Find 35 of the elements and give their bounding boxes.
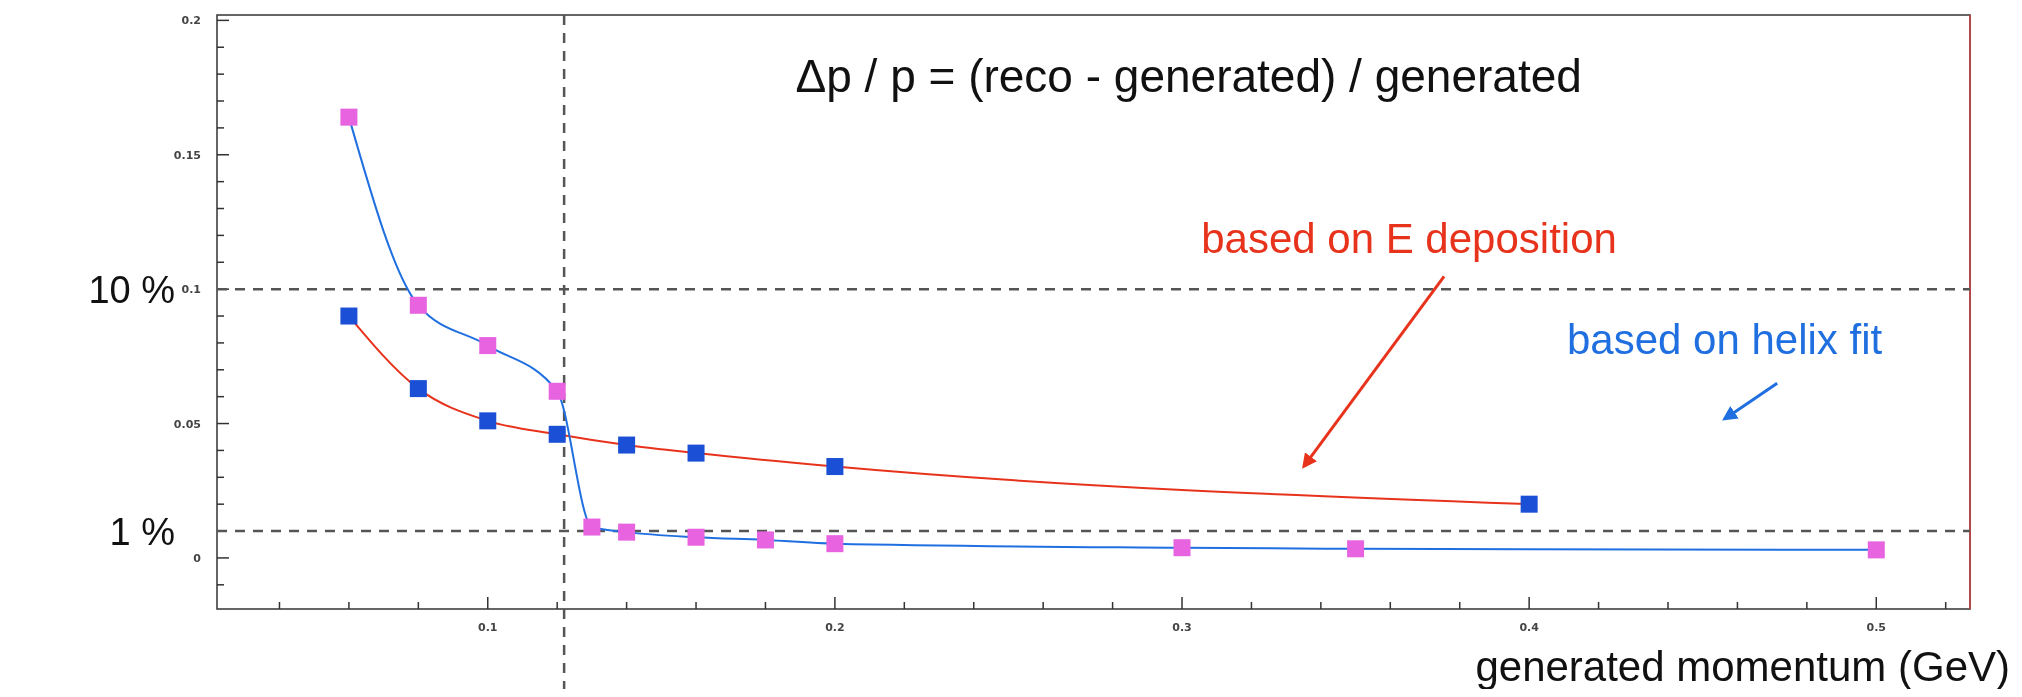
text: based on helix fit bbox=[1566, 315, 1883, 363]
point bbox=[1867, 541, 1885, 559]
ref-line-label: 1 % bbox=[109, 511, 175, 554]
point bbox=[1347, 540, 1365, 558]
point bbox=[409, 296, 427, 314]
point bbox=[409, 380, 427, 398]
text: based on E deposition bbox=[1201, 214, 1617, 262]
point bbox=[826, 535, 844, 553]
y-tick-label: 0.2 bbox=[181, 14, 201, 28]
point bbox=[548, 382, 566, 400]
point bbox=[479, 412, 497, 430]
point bbox=[687, 528, 705, 546]
point bbox=[548, 425, 566, 443]
x-tick-label: 0.2 bbox=[825, 621, 845, 634]
x-tick-label: 0.3 bbox=[1172, 621, 1192, 634]
y-tick-label: 0.1 bbox=[181, 283, 201, 297]
point bbox=[583, 518, 601, 536]
x-tick-label: 0.4 bbox=[1519, 621, 1540, 634]
x-tick-label: 0.5 bbox=[1866, 621, 1887, 634]
point bbox=[1173, 539, 1191, 557]
x-tick-label: 0.1 bbox=[478, 621, 498, 634]
y-tick-label: 0.05 bbox=[173, 417, 201, 431]
y-tick-label: 0 bbox=[193, 551, 202, 565]
point bbox=[340, 108, 358, 126]
point bbox=[826, 458, 844, 476]
point bbox=[618, 523, 636, 541]
point bbox=[1520, 495, 1538, 513]
ref-line-label: 10 % bbox=[88, 269, 175, 312]
point bbox=[687, 444, 705, 462]
point bbox=[756, 531, 774, 549]
point bbox=[479, 337, 497, 355]
point bbox=[618, 436, 636, 454]
point bbox=[340, 307, 358, 325]
annotation: Δp / p = (reco - generated) / generated bbox=[795, 50, 1582, 103]
y-tick-label: 0.15 bbox=[173, 148, 201, 162]
